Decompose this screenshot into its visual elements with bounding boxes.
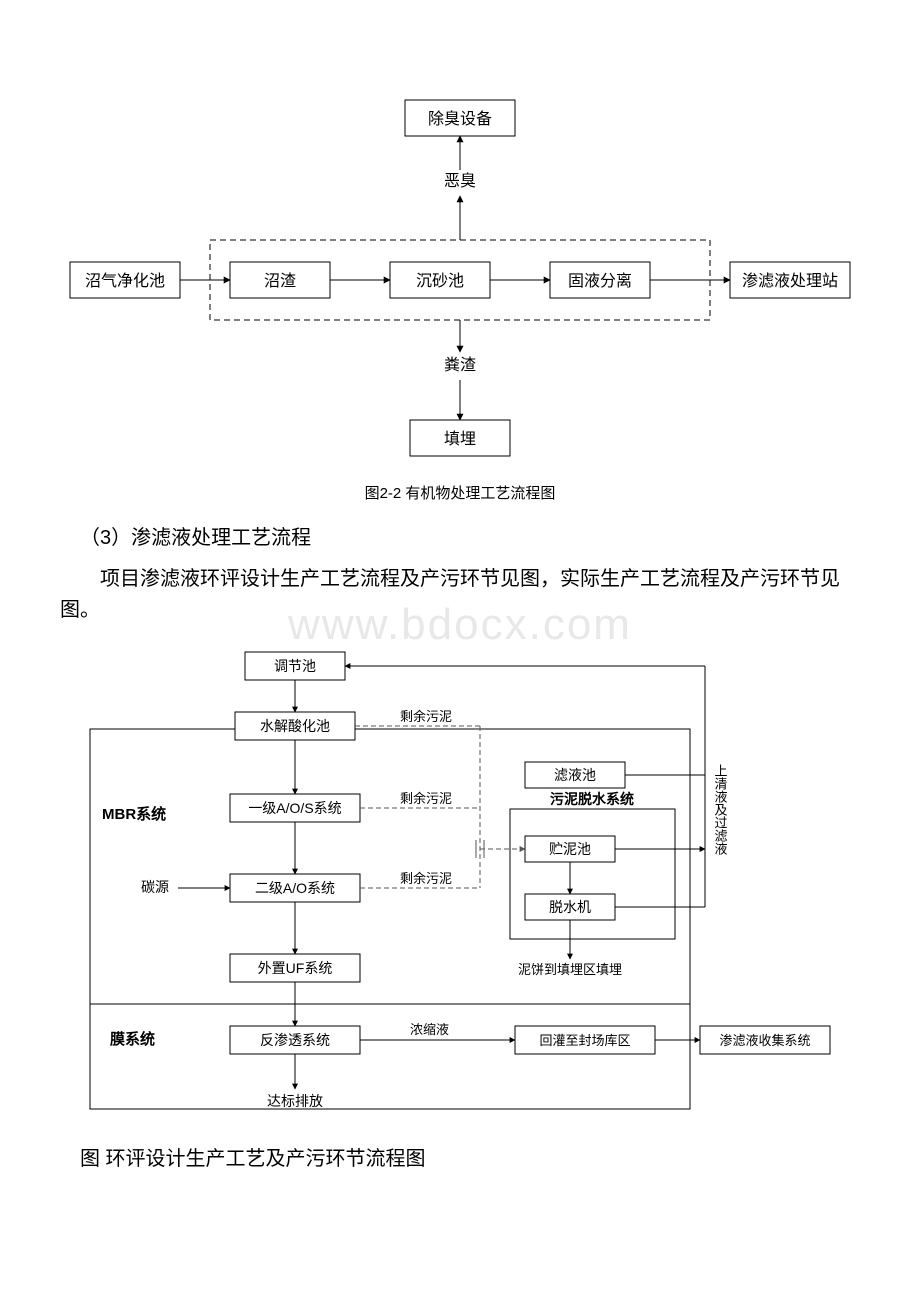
sludge-system-title: 污泥脱水系统: [550, 791, 634, 807]
node-collect-label: 渗滤液收集系统: [719, 1033, 810, 1048]
node-biogas-label: 沼气净化池: [85, 272, 165, 290]
node-uf-label: 外置UF系统: [258, 960, 333, 976]
node-ao2-label: 二级A/O系统: [255, 880, 335, 896]
node-ro-label: 反渗透系统: [260, 1032, 330, 1048]
node-store-label: 贮泥池: [549, 841, 591, 857]
odor-label: 恶臭: [444, 172, 476, 190]
node-sand-label: 沉砂池: [416, 272, 464, 290]
excess-sludge-3: 剩余污泥: [400, 871, 452, 886]
section-heading-3: （3）渗滤液处理工艺流程: [80, 521, 860, 550]
node-slag-label: 沼渣: [264, 272, 296, 290]
node-deodor-label: 除臭设备: [428, 110, 492, 128]
diagram-leachate-process: MBR系统 膜系统 调节池 水解酸化池 一级A/O/S系统 二级A/O系统 外置…: [80, 644, 840, 1124]
diagram2-caption: 图 环评设计生产工艺及产污环节流程图: [80, 1142, 860, 1171]
mbr-title: MBR系统: [102, 805, 166, 823]
node-aos1-label: 一级A/O/S系统: [248, 800, 341, 816]
node-rebury-label: 回灌至封场库区: [539, 1033, 630, 1048]
node-dewater-label: 脱水机: [549, 899, 591, 915]
carbon-label: 碳源: [141, 879, 169, 895]
node-filtrate-label: 滤液池: [554, 767, 596, 783]
concentrate-label: 浓缩液: [410, 1022, 449, 1037]
node-cake-label: 泥饼到填埋区填埋: [518, 962, 622, 977]
feces-label: 粪渣: [444, 356, 476, 374]
node-discharge: 达标排放: [267, 1093, 323, 1109]
diagram1-caption: 图2-2 有机物处理工艺流程图: [60, 482, 860, 503]
sidevertical-label: 上清液及过滤液: [713, 764, 728, 855]
excess-sludge-2: 剩余污泥: [400, 791, 452, 806]
node-sep-label: 固液分离: [568, 272, 632, 290]
excess-sludge-1: 剩余污泥: [400, 709, 452, 724]
diagram-organic-treatment: 除臭设备 恶臭 沼气净化池 沼渣 沉砂池 固液分离 渗滤液处理站 粪渣 填埋: [60, 90, 860, 470]
membrane-title: 膜系统: [110, 1030, 155, 1048]
node-leach-label: 渗滤液处理站: [742, 272, 838, 290]
node-hydrolysis-label: 水解酸化池: [260, 718, 330, 734]
node-adjust-label: 调节池: [274, 658, 316, 674]
node-landfill-label: 填埋: [444, 430, 476, 448]
body-paragraph: 项目渗滤液环评设计生产工艺流程及产污环节见图，实际生产工艺流程及产污环节见图。: [60, 564, 860, 626]
